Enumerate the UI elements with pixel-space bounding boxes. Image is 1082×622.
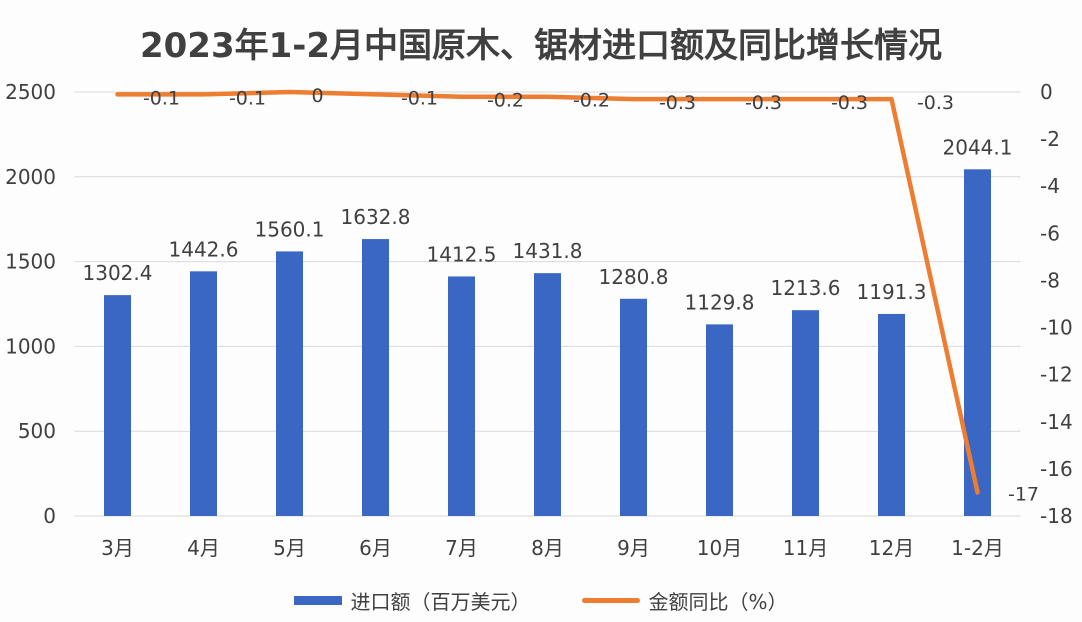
bar — [190, 271, 217, 516]
line-value-label: -0.1 — [229, 87, 266, 109]
line-value-label: -0.3 — [745, 92, 782, 114]
legend-item-import-value: 进口额（百万美元） — [294, 586, 530, 615]
left-axis-ticks: 0 500 1000 1500 2000 2500 — [5, 80, 56, 528]
bar — [620, 298, 647, 516]
x-axis-tick-label: 4月 — [187, 536, 220, 560]
x-axis-tick-label: 6月 — [359, 536, 392, 560]
line-value-label: -0.1 — [401, 87, 438, 109]
line-value-label: -0.1 — [143, 87, 180, 109]
x-axis-labels: 3月 4月 5月 6月 7月 8月 9月 10月 11月 12月 1-2月 — [101, 536, 1004, 560]
bar-value-label: 1191.3 — [857, 280, 927, 304]
right-axis-tick-label: -18 — [1040, 504, 1073, 528]
right-axis-tick-label: -14 — [1040, 410, 1073, 434]
line-value-label: -0.3 — [917, 92, 954, 114]
right-axis-tick-label: -16 — [1040, 457, 1073, 481]
left-axis-tick-label: 1000 — [5, 334, 56, 358]
line-value-label: -17 — [1008, 483, 1039, 505]
bar — [964, 169, 991, 517]
line-value-label: -0.2 — [573, 90, 610, 112]
bar — [448, 276, 475, 516]
line-value-label: -0.2 — [487, 90, 524, 112]
x-axis-tick-label: 3月 — [101, 536, 134, 560]
legend-item-yoy: 金额同比（%） — [582, 586, 788, 615]
legend: 进口额（百万美元） 金额同比（%） — [0, 586, 1082, 615]
right-axis-tick-label: -6 — [1040, 221, 1060, 245]
left-axis-tick-label: 2000 — [5, 165, 56, 189]
line-value-label: 0 — [311, 85, 323, 107]
bar-value-label: 1632.8 — [341, 205, 411, 229]
bar-data-labels: 1302.4 1442.6 1560.1 1632.8 1412.5 1431.8 1280… — [83, 135, 1013, 314]
left-axis-tick-label: 1500 — [5, 250, 56, 274]
legend-line-swatch-icon — [582, 598, 641, 603]
yoy-line — [115, 89, 980, 495]
bar-series — [104, 169, 991, 517]
legend-label-import-value: 进口额（百万美元） — [350, 590, 531, 614]
line-value-label: -0.3 — [659, 92, 696, 114]
x-axis-tick-label: 10月 — [697, 536, 742, 560]
left-axis-tick-label: 2500 — [5, 80, 56, 104]
right-axis-tick-label: -2 — [1040, 127, 1060, 151]
bar-value-label: 1129.8 — [685, 290, 755, 314]
right-axis-tick-label: -8 — [1040, 268, 1060, 292]
bar — [792, 310, 819, 516]
line-series — [115, 89, 980, 495]
bar-value-label: 1442.6 — [169, 237, 239, 261]
bar — [878, 313, 905, 516]
left-axis-tick-label: 500 — [18, 419, 56, 443]
bar-value-label: 1412.5 — [427, 242, 497, 266]
line-data-labels: -0.1 -0.1 0 -0.1 -0.2 -0.2 -0.3 -0.3 -0.3 -0.3 -17 — [143, 85, 1039, 505]
bar-value-label: 1431.8 — [513, 239, 583, 263]
x-axis-tick-label: 1-2月 — [951, 536, 1004, 560]
x-axis-tick-label: 9月 — [617, 536, 650, 560]
x-axis-tick-label: 11月 — [783, 536, 828, 560]
bar — [276, 251, 303, 516]
bar-value-label: 1280.8 — [599, 265, 669, 289]
left-axis-tick-label: 0 — [43, 504, 56, 528]
x-axis-tick-label: 12月 — [869, 536, 914, 560]
right-axis-tick-label: -10 — [1040, 316, 1073, 340]
chart-title: 2023年1-2月中国原木、锯材进口额及同比增长情况 — [139, 26, 943, 66]
x-axis-tick-label: 7月 — [445, 536, 478, 560]
right-axis-tick-label: -12 — [1040, 363, 1073, 387]
legend-label-yoy: 金额同比（%） — [648, 590, 788, 614]
x-axis-tick-label: 8月 — [531, 536, 564, 560]
bar-value-label: 2044.1 — [943, 135, 1013, 159]
right-axis-tick-label: 0 — [1040, 80, 1053, 104]
bar-value-label: 1560.1 — [255, 217, 325, 241]
bar-value-label: 1302.4 — [83, 261, 153, 285]
bar — [362, 239, 389, 516]
x-axis-tick-label: 5月 — [273, 536, 306, 560]
bar — [104, 295, 131, 516]
bar-value-label: 1213.6 — [771, 276, 841, 300]
bar — [706, 324, 733, 516]
bar — [534, 273, 561, 516]
right-axis-tick-label: -4 — [1040, 174, 1060, 198]
line-value-label: -0.3 — [831, 92, 868, 114]
right-axis-ticks: 0 -2 -4 -6 -8 -10 -12 -14 -16 -18 — [1040, 80, 1073, 528]
legend-bar-swatch-icon — [294, 596, 343, 605]
